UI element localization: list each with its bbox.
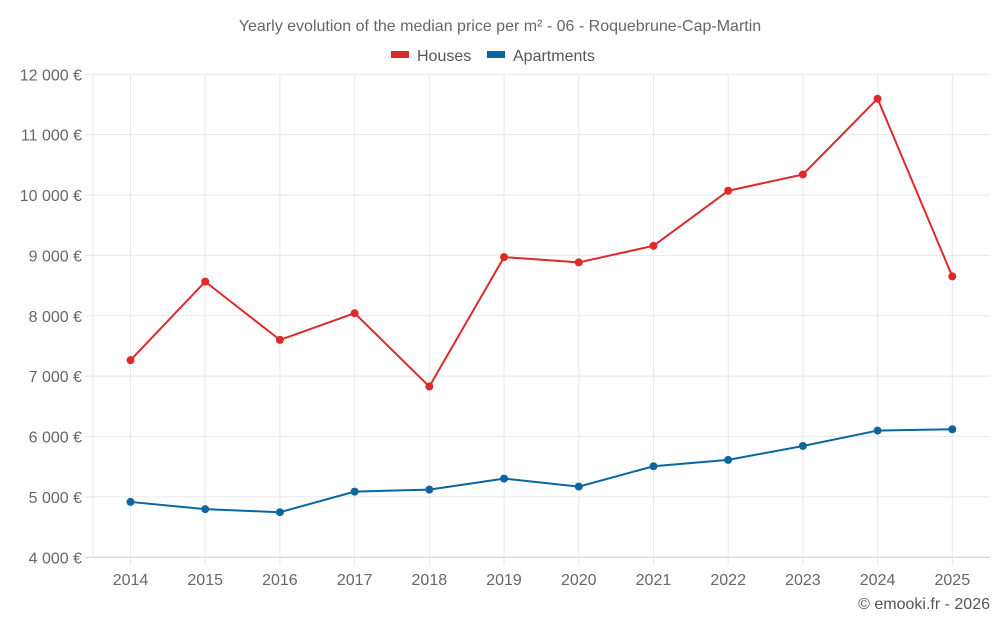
data-point-apartments (724, 455, 733, 464)
data-point-houses (500, 253, 509, 262)
data-point-houses (649, 241, 658, 250)
series-line-apartments (130, 428, 953, 514)
data-point-apartments (649, 462, 658, 471)
y-tick-label: 4 000 € (29, 550, 82, 567)
legend-swatch-apartments (487, 51, 505, 58)
x-tick-label: 2019 (486, 572, 522, 589)
legend-label-houses: Houses (417, 48, 471, 65)
data-point-apartments (350, 487, 359, 496)
x-axis: 2014 2015 2016 2017 2018 2019 2020 2021 2022 2023… (113, 572, 970, 589)
series-line-houses (129, 97, 954, 388)
data-point-houses (574, 258, 583, 267)
legend-swatch-houses (391, 51, 409, 58)
x-tick-label: 2024 (860, 572, 896, 589)
data-point-houses (126, 356, 135, 365)
x-tick-label: 2018 (412, 572, 448, 589)
y-tick-label: 6 000 € (29, 430, 82, 447)
data-point-houses (350, 309, 359, 318)
data-point-apartments (201, 505, 210, 514)
data-point-apartments (425, 485, 434, 494)
data-point-houses (948, 272, 957, 281)
x-tick-label: 2021 (636, 572, 672, 589)
data-point-apartments (873, 426, 882, 435)
y-tick-label: 8 000 € (29, 309, 82, 326)
x-tick-label: 2016 (262, 572, 298, 589)
y-tick-label: 9 000 € (29, 248, 82, 265)
x-tick-label: 2017 (337, 572, 373, 589)
x-tick-label: 2022 (710, 572, 746, 589)
data-point-apartments (275, 508, 284, 517)
data-point-apartments (948, 425, 957, 434)
y-tick-label: 7 000 € (29, 369, 82, 386)
gridlines (85, 73, 990, 566)
series-group (126, 94, 957, 517)
chart-title: Yearly evolution of the median price per… (239, 18, 761, 35)
x-tick-label: 2014 (113, 572, 149, 589)
data-point-apartments (574, 482, 583, 491)
y-axis: 4 000 € 5 000 € 6 000 € 7 000 € 8 000 € 9 000… (20, 67, 82, 567)
y-tick-label: 11 000 € (21, 128, 82, 145)
credit-text: © emooki.fr - 2026 (858, 596, 990, 613)
legend-label-apartments: Apartments (513, 48, 595, 65)
data-point-houses (798, 170, 807, 179)
y-tick-label: 12 000 € (20, 67, 82, 84)
data-point-houses (425, 382, 434, 391)
x-tick-label: 2015 (187, 572, 223, 589)
y-tick-label: 5 000 € (29, 490, 82, 507)
data-point-apartments (500, 474, 509, 483)
x-tick-label: 2023 (785, 572, 821, 589)
data-point-apartments (798, 441, 807, 450)
data-point-apartments (126, 497, 135, 506)
legend: Houses Apartments (391, 48, 595, 65)
x-tick-label: 2020 (561, 572, 597, 589)
y-tick-label: 10 000 € (20, 188, 82, 205)
x-tick-label: 2025 (935, 572, 971, 589)
data-point-houses (201, 277, 210, 286)
data-point-houses (873, 94, 882, 103)
data-point-houses (275, 335, 284, 344)
data-point-houses (724, 186, 733, 195)
